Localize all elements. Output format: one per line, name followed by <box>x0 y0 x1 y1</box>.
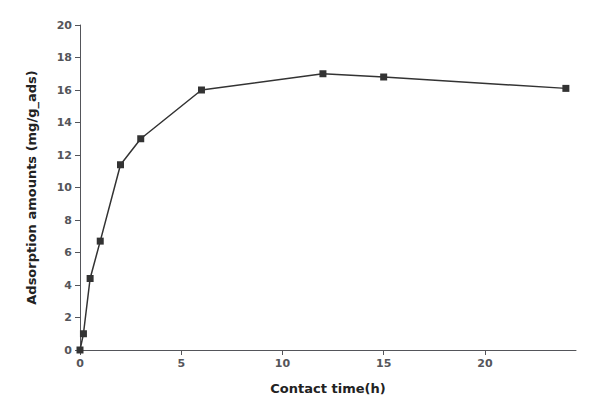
svg-text:20: 20 <box>477 357 493 370</box>
svg-text:10: 10 <box>57 181 73 194</box>
svg-text:4: 4 <box>64 279 72 292</box>
svg-text:18: 18 <box>57 51 72 64</box>
svg-text:14: 14 <box>57 116 73 129</box>
svg-text:0: 0 <box>76 357 84 370</box>
svg-text:16: 16 <box>57 84 73 97</box>
svg-text:8: 8 <box>64 214 72 227</box>
svg-text:Adsorption amounts (mg/g_ads): Adsorption amounts (mg/g_ads) <box>24 70 40 304</box>
svg-text:0: 0 <box>64 344 72 357</box>
svg-text:5: 5 <box>177 357 185 370</box>
svg-text:6: 6 <box>64 246 72 259</box>
svg-text:15: 15 <box>376 357 391 370</box>
svg-text:12: 12 <box>57 149 72 162</box>
svg-text:Contact time(h): Contact time(h) <box>270 381 385 396</box>
svg-text:10: 10 <box>275 357 291 370</box>
svg-text:2: 2 <box>64 311 72 324</box>
svg-text:20: 20 <box>57 19 73 32</box>
